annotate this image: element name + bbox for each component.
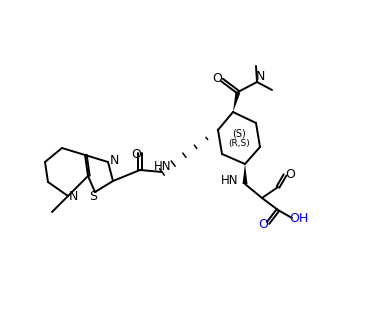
Text: N: N	[255, 71, 265, 83]
Polygon shape	[233, 91, 241, 112]
Text: O: O	[285, 169, 295, 182]
Text: (R,S): (R,S)	[228, 139, 250, 148]
Text: O: O	[258, 218, 268, 232]
Text: (S): (S)	[232, 128, 246, 138]
Text: N: N	[68, 190, 78, 204]
Polygon shape	[242, 164, 248, 184]
Text: OH: OH	[289, 212, 308, 224]
Text: O: O	[131, 148, 141, 160]
Text: S: S	[89, 189, 97, 203]
Text: O: O	[212, 73, 222, 85]
Text: HN: HN	[154, 160, 172, 174]
Text: HN: HN	[221, 175, 238, 187]
Text: N: N	[109, 154, 119, 168]
